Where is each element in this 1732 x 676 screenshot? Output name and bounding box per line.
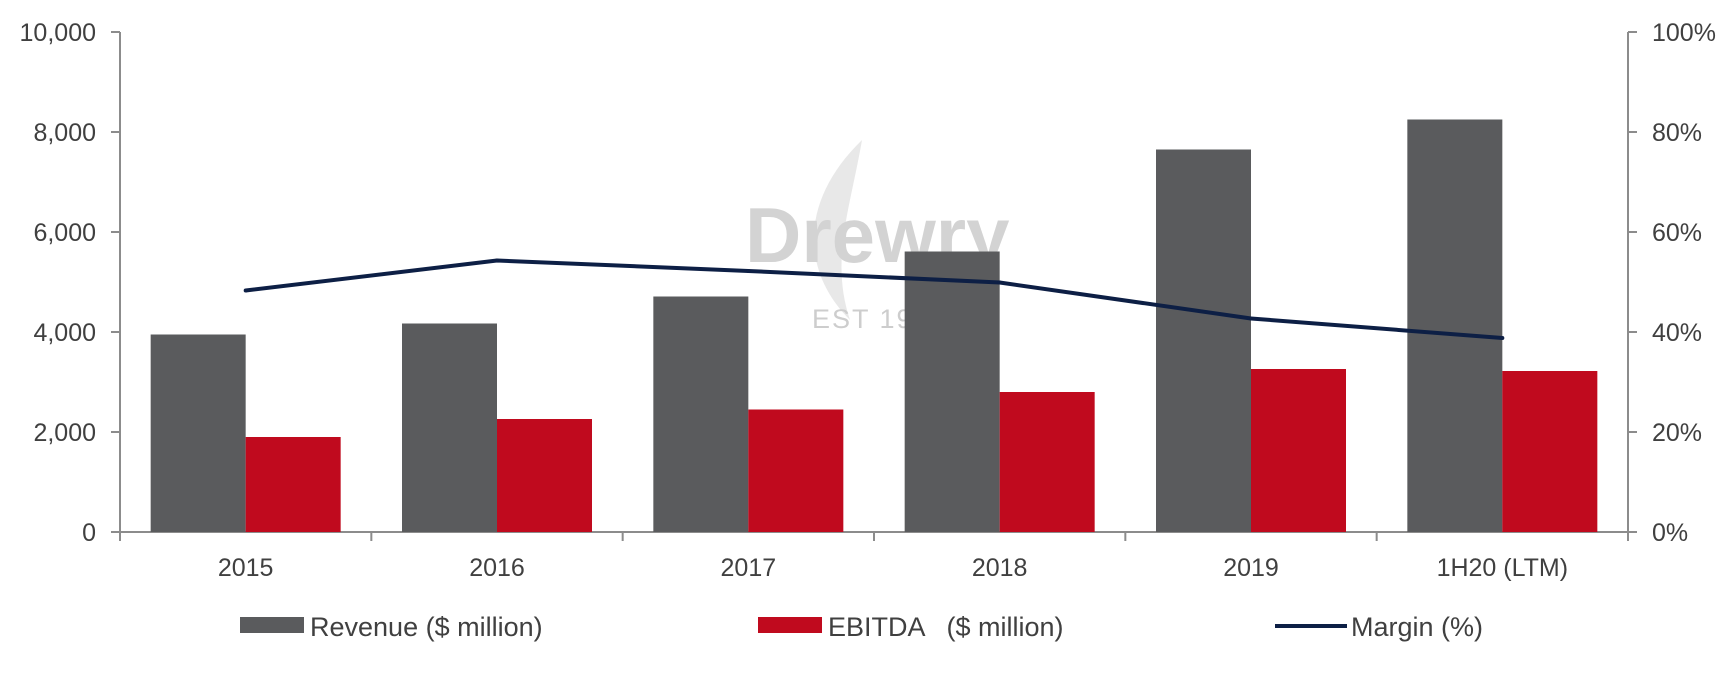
legend-swatch-revenue xyxy=(240,617,304,633)
revenue-bar xyxy=(653,296,749,532)
ebitda-bar xyxy=(1502,371,1598,532)
legend-label: Revenue ($ million) xyxy=(310,612,543,642)
ebitda-bar xyxy=(1251,369,1346,532)
revenue-bar xyxy=(402,323,497,532)
right-axis-tick-label: 0% xyxy=(1652,519,1688,547)
margin-point xyxy=(997,280,1002,285)
left-axis-tick-label: 6,000 xyxy=(33,219,96,247)
left-axis-tick-label: 0 xyxy=(82,519,96,547)
right-axis-tick-label: 20% xyxy=(1652,419,1702,447)
legend-label: Margin (%) xyxy=(1351,612,1483,642)
left-axis-tick-label: 4,000 xyxy=(33,319,96,347)
right-axis-tick-label: 80% xyxy=(1652,119,1702,147)
revenue-bar xyxy=(1407,119,1503,532)
right-axis-tick-label: 60% xyxy=(1652,219,1702,247)
bars xyxy=(150,119,1598,532)
revenue-bar xyxy=(1156,149,1251,532)
revenue-bar xyxy=(150,334,246,532)
x-axis-tick-label: 2015 xyxy=(218,554,274,582)
legend-label: EBITDA ($ million) xyxy=(828,612,1064,642)
x-axis-tick-label: 1H20 (LTM) xyxy=(1437,554,1569,582)
ebitda-bar xyxy=(245,437,341,532)
x-axis-tick-label: 2016 xyxy=(469,554,525,582)
margin-point xyxy=(1249,316,1253,321)
ebitda-bar xyxy=(497,419,592,532)
ebitda-bar xyxy=(999,392,1095,532)
margin-point xyxy=(1500,336,1505,340)
margin-point xyxy=(495,258,499,263)
legend-swatch-ebitda xyxy=(758,617,822,633)
margin-line xyxy=(245,258,1503,340)
left-axis-tick-label: 10,000 xyxy=(20,19,96,47)
left-axis-tick-label: 8,000 xyxy=(33,119,96,147)
revenue-bar xyxy=(904,251,1000,532)
axes: 0 2,000 4,000 6,000 8,000 10,000 0% 20% 40% 60% 80… xyxy=(20,19,1716,582)
right-axis-tick-label: 40% xyxy=(1652,319,1702,347)
legend: Revenue ($ million) EBITDA ($ million) Mar… xyxy=(240,612,1483,642)
x-axis-tick-label: 2017 xyxy=(721,554,777,582)
x-axis-tick-label: 2019 xyxy=(1223,554,1279,582)
left-axis-tick-label: 2,000 xyxy=(33,419,96,447)
margin-point xyxy=(243,288,248,293)
x-axis-tick-label: 2018 xyxy=(972,554,1028,582)
margin-point xyxy=(746,269,751,273)
ebitda-bar xyxy=(748,409,844,532)
right-axis-tick-label: 100% xyxy=(1652,19,1716,47)
margin-line-layer xyxy=(243,258,1505,340)
